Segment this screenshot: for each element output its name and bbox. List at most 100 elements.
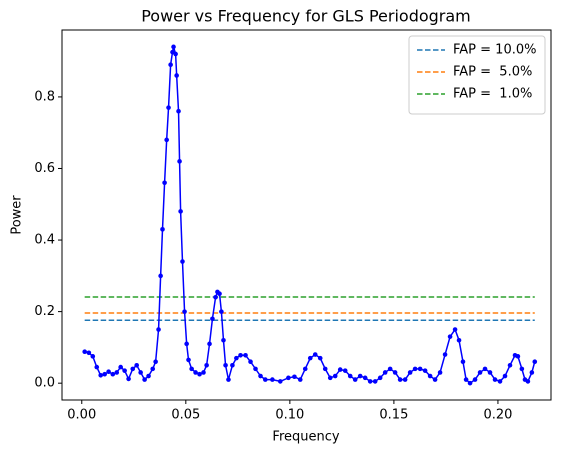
data-point <box>110 371 116 377</box>
y-tick-label: 0.0 <box>34 376 55 391</box>
data-point <box>180 259 185 264</box>
data-point <box>126 376 131 382</box>
data-point <box>432 377 438 382</box>
data-point <box>352 377 358 382</box>
y-tick-label: 0.4 <box>34 233 55 248</box>
data-point <box>204 362 209 368</box>
y-tick-label: 0.2 <box>34 304 55 319</box>
data-point <box>193 370 198 375</box>
data-point <box>307 355 313 361</box>
chart-title: Power vs Frequency for GLS Periodogram <box>141 7 471 26</box>
x-tick-label: 0.05 <box>171 408 200 423</box>
data-point <box>102 371 107 377</box>
data-point <box>122 368 127 373</box>
data-point <box>226 377 231 382</box>
data-point <box>86 350 92 356</box>
data-point <box>253 366 258 372</box>
data-point <box>258 373 263 379</box>
data-point <box>230 362 235 368</box>
data-point <box>207 341 212 347</box>
data-point <box>177 159 182 164</box>
data-point <box>217 291 222 297</box>
data-point <box>519 366 525 372</box>
data-point <box>178 209 183 214</box>
data-point <box>213 295 218 300</box>
data-point <box>515 354 521 359</box>
data-point <box>243 352 248 358</box>
data-point <box>460 359 466 365</box>
data-point <box>156 327 161 332</box>
data-point <box>153 359 158 365</box>
data-point <box>327 375 333 381</box>
data-point <box>189 366 194 372</box>
data-point <box>362 375 368 381</box>
data-point <box>262 377 268 382</box>
data-point <box>142 377 147 382</box>
data-point <box>347 373 353 379</box>
data-point <box>168 62 173 68</box>
data-point <box>118 364 123 370</box>
data-point <box>160 227 165 232</box>
data-point <box>201 370 206 375</box>
data-point <box>497 379 503 384</box>
data-point <box>463 377 469 382</box>
data-point <box>106 369 111 375</box>
legend: FAP = 10.0% FAP = 5.0% FAP = 1.0% <box>408 35 546 115</box>
x-tick-label: 0.20 <box>483 408 512 423</box>
data-point <box>367 379 373 384</box>
data-point <box>146 373 151 379</box>
y-axis-label: Power <box>10 195 25 235</box>
legend-label: FAP = 10.0% <box>453 43 536 58</box>
data-point <box>150 366 156 372</box>
data-point <box>372 379 378 384</box>
data-point <box>422 368 428 373</box>
data-point <box>437 370 443 375</box>
data-point <box>210 316 215 322</box>
x-tick-label: 0.00 <box>67 408 96 423</box>
data-point <box>297 377 303 382</box>
data-point <box>158 273 163 279</box>
data-point <box>456 337 462 343</box>
data-point <box>472 377 478 382</box>
data-point <box>164 137 169 143</box>
data-point <box>238 352 243 358</box>
x-axis-label: Frequency <box>272 430 339 445</box>
legend-label: FAP = 1.0% <box>453 87 532 102</box>
data-point <box>442 352 448 357</box>
data-point <box>477 370 483 375</box>
data-point <box>482 366 488 372</box>
data-point <box>407 370 413 375</box>
legend-label: FAP = 5.0% <box>453 65 532 80</box>
data-point <box>166 105 171 110</box>
data-point <box>332 373 338 379</box>
data-point <box>392 370 398 375</box>
data-point <box>176 108 181 114</box>
data-point <box>171 44 176 50</box>
data-point <box>173 51 178 57</box>
data-point <box>219 309 224 314</box>
x-tick-label: 0.15 <box>379 408 408 423</box>
data-point <box>184 341 189 347</box>
data-point <box>197 371 202 377</box>
data-point <box>317 355 323 361</box>
data-point <box>502 373 508 379</box>
data-point <box>467 380 473 386</box>
data-point <box>382 370 388 375</box>
data-point <box>270 377 275 382</box>
data-point <box>417 366 423 372</box>
data-point <box>98 373 104 378</box>
data-point <box>182 309 187 314</box>
data-point <box>302 366 308 372</box>
data-point <box>529 370 535 375</box>
data-point <box>114 370 120 375</box>
data-point <box>402 377 408 382</box>
data-point <box>82 349 87 354</box>
data-point <box>138 370 143 375</box>
y-tick-label: 0.6 <box>34 161 55 176</box>
data-point <box>234 355 239 361</box>
data-point <box>292 374 297 380</box>
data-point <box>134 362 140 368</box>
data-point <box>90 354 96 359</box>
data-point <box>130 366 136 372</box>
